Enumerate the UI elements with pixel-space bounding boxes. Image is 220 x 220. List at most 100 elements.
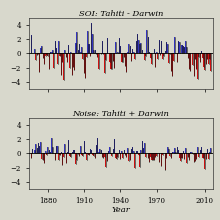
Bar — [75, 43, 76, 53]
Bar — [93, 50, 94, 53]
Bar — [126, 154, 127, 157]
Bar — [168, 149, 169, 154]
Bar — [209, 53, 210, 59]
Bar — [161, 154, 162, 166]
Bar — [156, 154, 157, 156]
Bar — [61, 152, 62, 154]
Bar — [155, 53, 156, 67]
Bar — [196, 53, 197, 69]
Bar — [175, 152, 176, 154]
Bar — [102, 41, 103, 53]
Bar — [56, 48, 57, 53]
Bar — [184, 154, 185, 159]
Bar — [142, 50, 143, 53]
Bar — [80, 146, 81, 154]
Bar — [123, 150, 125, 154]
Bar — [33, 153, 34, 154]
Bar — [93, 154, 94, 156]
Bar — [208, 53, 209, 64]
Bar — [189, 53, 190, 69]
Bar — [154, 49, 155, 53]
Bar — [52, 147, 53, 154]
Bar — [45, 151, 46, 154]
Bar — [68, 45, 69, 53]
Bar — [115, 42, 116, 53]
Bar — [57, 53, 58, 64]
Bar — [178, 150, 179, 154]
Bar — [58, 41, 59, 53]
Bar — [78, 50, 79, 53]
Bar — [163, 53, 164, 56]
Bar — [97, 53, 98, 57]
Bar — [59, 154, 61, 155]
Bar — [173, 152, 174, 154]
Bar — [80, 52, 81, 53]
Bar — [140, 150, 141, 154]
Bar — [34, 49, 35, 53]
Bar — [177, 147, 178, 154]
Bar — [57, 146, 58, 154]
Bar — [150, 154, 151, 157]
Bar — [121, 53, 122, 62]
Bar — [88, 44, 90, 53]
Bar — [155, 154, 156, 157]
Bar — [192, 53, 193, 65]
Bar — [32, 149, 33, 154]
Bar — [119, 150, 120, 154]
Bar — [61, 53, 62, 75]
Bar — [49, 53, 50, 70]
Bar — [165, 51, 166, 53]
Bar — [115, 154, 116, 158]
Bar — [204, 53, 205, 70]
Bar — [82, 154, 83, 156]
Bar — [144, 53, 145, 60]
Bar — [73, 53, 74, 67]
Bar — [73, 150, 74, 154]
Bar — [105, 53, 106, 60]
Bar — [110, 53, 111, 69]
Bar — [198, 53, 199, 57]
Bar — [142, 141, 143, 154]
Bar — [111, 154, 112, 156]
Bar — [90, 53, 91, 56]
Bar — [209, 152, 210, 154]
Bar — [149, 52, 150, 53]
Bar — [174, 37, 175, 53]
Bar — [179, 154, 180, 158]
Bar — [131, 149, 132, 154]
Bar — [125, 154, 126, 155]
Bar — [138, 40, 139, 53]
Bar — [157, 153, 158, 154]
Bar — [162, 53, 163, 59]
Bar — [204, 154, 205, 169]
Bar — [69, 53, 70, 68]
Bar — [66, 154, 67, 163]
Bar — [130, 46, 131, 53]
Bar — [130, 154, 131, 160]
Bar — [119, 38, 120, 53]
Bar — [45, 53, 46, 56]
Bar — [52, 50, 53, 53]
Bar — [191, 152, 192, 154]
Bar — [168, 53, 169, 63]
Bar — [40, 142, 41, 154]
Bar — [104, 154, 105, 158]
Bar — [88, 154, 90, 155]
Bar — [98, 53, 99, 69]
Bar — [41, 46, 42, 53]
Bar — [174, 148, 175, 154]
Bar — [109, 53, 110, 62]
Bar — [85, 53, 86, 78]
Bar — [206, 53, 207, 64]
Bar — [39, 53, 40, 72]
Bar — [58, 154, 59, 160]
Bar — [121, 151, 122, 154]
Bar — [99, 149, 100, 154]
Bar — [198, 154, 199, 157]
Bar — [105, 154, 106, 167]
Bar — [51, 52, 52, 53]
Bar — [51, 138, 52, 154]
Bar — [128, 44, 129, 53]
Bar — [116, 154, 117, 160]
Bar — [200, 53, 201, 62]
